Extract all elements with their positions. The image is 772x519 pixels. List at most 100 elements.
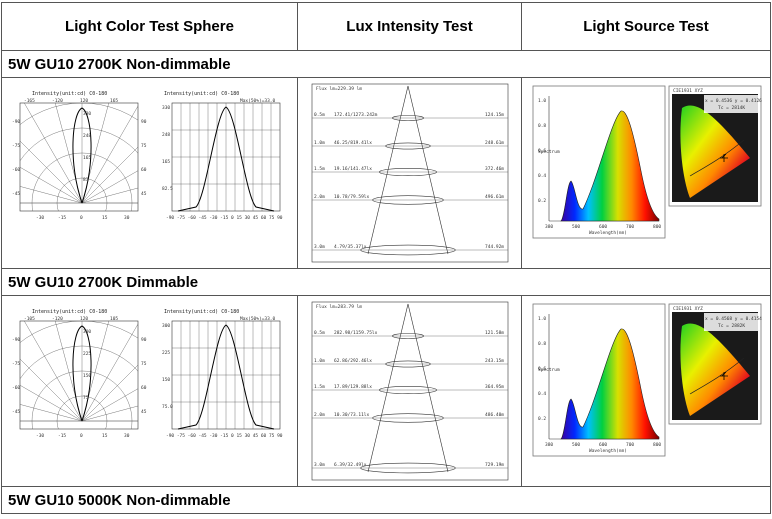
polar-spoke xyxy=(81,105,138,204)
curve-y-tick: 75.0 xyxy=(162,404,173,410)
header-lux-intensity-test: Lux Intensity Test xyxy=(297,2,522,51)
curve-chart xyxy=(171,320,281,430)
lux-distance: 0.5m xyxy=(314,112,325,118)
curve-y-tick: 150 xyxy=(162,377,170,383)
polar-left-tick: -60 xyxy=(12,167,20,173)
lux-diameter: 124.15m xyxy=(485,112,504,118)
polar-bottom-tick: 0 xyxy=(80,215,83,221)
polar-top-tick: 165 xyxy=(110,98,118,104)
cie-title: CIE1931 XYZ xyxy=(673,88,703,94)
lux-title: Flux lm=283.79 lm xyxy=(316,304,362,310)
polar-radial-tick: 83 xyxy=(83,177,89,183)
polar-right-tick: 90 xyxy=(141,337,147,343)
curve-y-tick: 248 xyxy=(162,132,170,138)
polar-bottom-tick: -30 xyxy=(36,433,44,439)
polar-right-tick: 75 xyxy=(141,143,147,149)
cie-xy: x = 0.4536 y = 0.4126 xyxy=(705,98,762,104)
lux-diameter: 248.61m xyxy=(485,140,504,146)
polar-spoke xyxy=(20,140,83,204)
spectrum-y-tick: 0.4 xyxy=(538,173,546,179)
polar-bottom-tick: 30 xyxy=(124,433,130,439)
polar-spoke xyxy=(81,187,138,204)
beam-edge-right xyxy=(407,303,449,473)
spectrum-y-tick: 0.6 xyxy=(538,366,546,372)
beam-edge-left xyxy=(367,85,409,255)
spectrum-x-tick: 800 xyxy=(653,224,661,230)
polar-spoke xyxy=(20,186,83,204)
section-title: 5W GU10 5000K Non-dimmable xyxy=(1,486,771,514)
polar-left-tick: -60 xyxy=(12,385,20,391)
lux-diameter: 243.15m xyxy=(485,358,504,364)
lux-figure: Flux lm=283.79 lm 0.5m 282.98/1159.75lx 121… xyxy=(311,301,509,481)
lux-diameter: 486.40m xyxy=(485,412,504,418)
polar-spoke xyxy=(81,388,138,422)
lux-diameter: 364.95m xyxy=(485,384,504,390)
cie-tc: Tc = 2814K xyxy=(718,105,745,111)
photometric-cell: Intensity(unit:cd) C0-180 -165 -120 165 120-… xyxy=(1,77,298,269)
polar-diagram xyxy=(19,320,139,430)
spectrum-x-tick: 800 xyxy=(653,442,661,448)
cie-title: CIE1931 XYZ xyxy=(673,306,703,312)
curve-note: Max(50%)=33.0 xyxy=(240,316,276,322)
polar-spoke xyxy=(81,170,138,204)
spectrum-figure: Spectrum 1.0 0.8 0.6 0.4 0.2 380 500 600 700 800 Wa… xyxy=(532,85,762,239)
polar-right-tick: 60 xyxy=(141,385,147,391)
spectrum-y-tick: 0.2 xyxy=(538,198,546,204)
lux-distance: 1.5m xyxy=(314,166,325,172)
lux-frame xyxy=(311,301,509,481)
curve-x-ticks: -90 -75 -60 -45 -30 -15 0 15 30 45 60 75… xyxy=(166,215,283,221)
spectrum-y-tick: 0.6 xyxy=(538,148,546,154)
polar-left-tick: -75 xyxy=(12,143,20,149)
polar-left-tick: -90 xyxy=(12,337,20,343)
spectrum-x-tick: 600 xyxy=(599,442,607,448)
lux-diameter: 121.58m xyxy=(485,330,504,336)
polar-left-tick: -45 xyxy=(12,191,20,197)
polar-right-tick: 60 xyxy=(141,167,147,173)
cie-readout-box xyxy=(704,95,758,113)
cie-tc: Tc = 2882K xyxy=(718,323,745,329)
lux-distance: 2.0m xyxy=(314,412,325,418)
lux-diameter: 496.61m xyxy=(485,194,504,200)
header-row: Light Color Test Sphere Lux Intensity Te… xyxy=(1,2,771,51)
polar-spoke xyxy=(24,103,83,204)
lux-cell: Flux lm=229.39 lm 0.5m 172.41/1273.242m 124… xyxy=(297,77,522,269)
spectrum-y-tick: 1.0 xyxy=(538,316,546,322)
lux-diameter: 744.92m xyxy=(485,244,504,250)
section-row: 5W GU10 2700K Dimmable xyxy=(1,268,771,296)
curve-note: Max(50%)=33.0 xyxy=(240,98,276,104)
spectrum-x-tick: 700 xyxy=(626,224,634,230)
section-title: 5W GU10 2700K Non-dimmable xyxy=(1,50,771,78)
polar-radial-tick: 248 xyxy=(83,133,91,139)
polar-bottom-tick: 30 xyxy=(124,215,130,221)
spectrum-x-tick: 380 xyxy=(545,442,553,448)
lux-reading: 4.79/35.37lx xyxy=(334,244,367,250)
spectrum-x-tick: 500 xyxy=(572,442,580,448)
polar-spoke xyxy=(20,358,83,422)
planck-locus xyxy=(689,357,745,395)
polar-spoke xyxy=(81,146,138,204)
curve-y-tick: 225 xyxy=(162,350,170,356)
curve-chart xyxy=(171,102,281,212)
lux-beam-ellipse xyxy=(379,386,437,395)
figure-row: Intensity(unit:cd) C0-180 -105 -120 105 120-… xyxy=(1,295,771,487)
polar-spoke xyxy=(81,364,138,422)
curve-line xyxy=(177,106,275,212)
polar-bottom-tick: 15 xyxy=(102,215,108,221)
polar-top-tick: -120 xyxy=(52,316,63,322)
polar-radial-tick: 150 xyxy=(83,373,91,379)
lux-beam-ellipse xyxy=(385,142,431,150)
lux-reading: 10.30/73.11lx xyxy=(334,412,370,418)
lux-distance: 1.5m xyxy=(314,384,325,390)
polar-top-tick: 105 xyxy=(110,316,118,322)
polar-bottom-tick: 15 xyxy=(102,433,108,439)
photometric-figure: Intensity(unit:cd) C0-180-165 -120 165120-… xyxy=(12,91,283,221)
polar-diagram xyxy=(19,102,139,212)
lux-reading: 282.98/1159.75lx xyxy=(334,330,378,336)
polar-left-tick: -75 xyxy=(12,361,20,367)
lux-beam-ellipse xyxy=(360,462,456,474)
spectrum-y-tick: 0.8 xyxy=(538,123,546,129)
lux-beam-ellipse xyxy=(392,333,424,339)
spectrum-y-tick: 0.2 xyxy=(538,416,546,422)
lux-distance: 1.0m xyxy=(314,358,325,364)
